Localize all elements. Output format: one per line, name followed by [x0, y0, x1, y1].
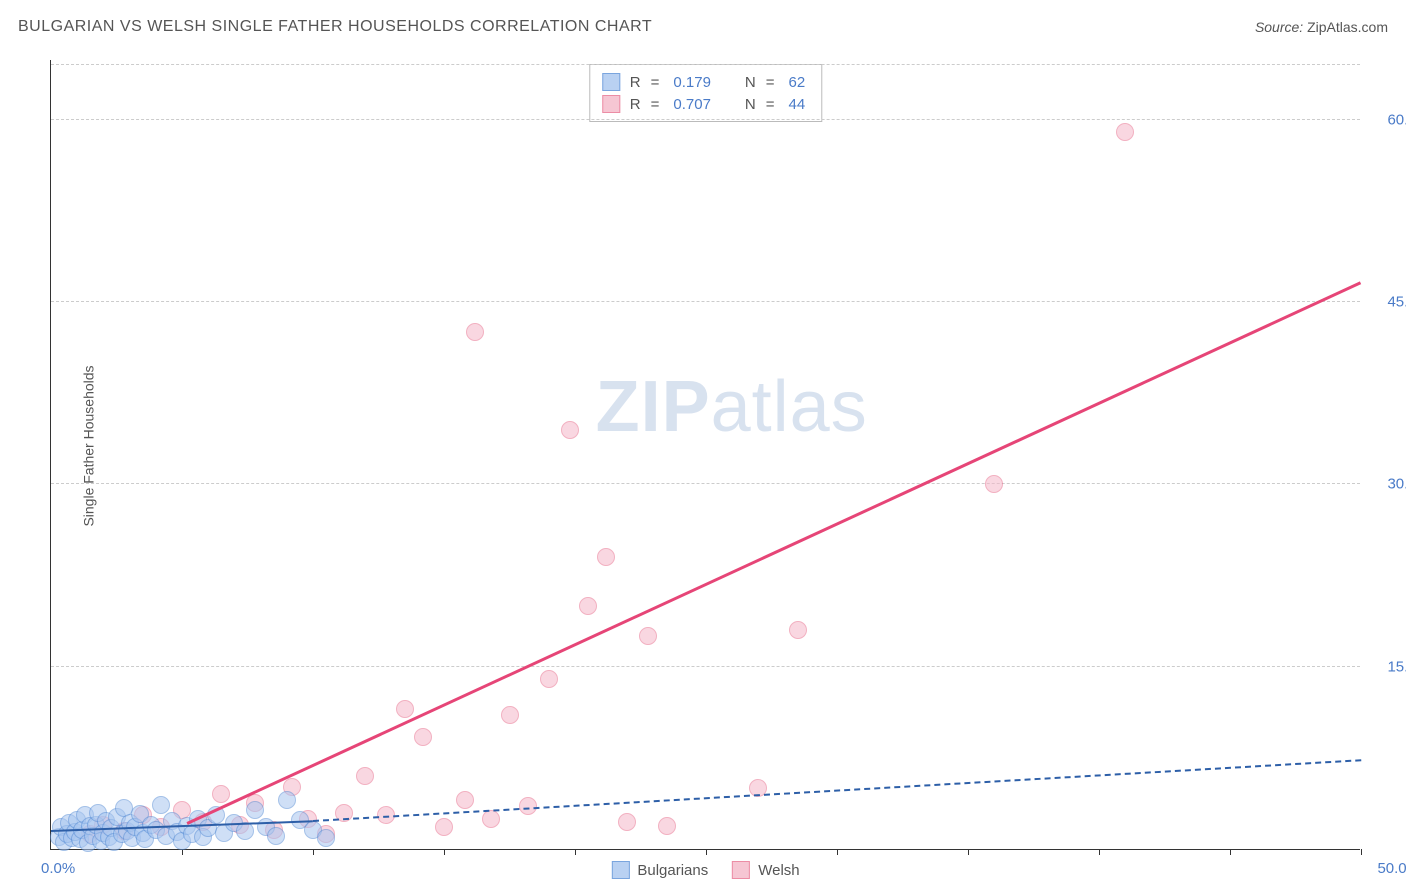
data-point-welsh [414, 728, 432, 746]
x-tick [1230, 849, 1231, 855]
stats-row-bulgarian: R = 0.179 N = 62 [602, 71, 809, 93]
data-point-bulgarian [152, 796, 170, 814]
data-point-welsh [435, 818, 453, 836]
gridline [51, 483, 1360, 484]
bottom-legend: Bulgarians Welsh [611, 861, 799, 879]
x-tick [1099, 849, 1100, 855]
legend-label-welsh: Welsh [758, 862, 799, 879]
x-tick [837, 849, 838, 855]
data-point-welsh [579, 597, 597, 615]
swatch-welsh [602, 95, 620, 113]
gridline [51, 301, 1360, 302]
watermark: ZIPatlas [596, 366, 868, 448]
x-tick [1361, 849, 1362, 855]
data-point-welsh [396, 700, 414, 718]
n-label: N [745, 96, 756, 113]
equals: = [651, 96, 660, 113]
source-label: Source: [1255, 19, 1303, 35]
legend-label-bulgarian: Bulgarians [637, 862, 708, 879]
data-point-welsh [985, 475, 1003, 493]
y-tick-label: 45.0% [1370, 294, 1406, 311]
trendline-dashed [313, 759, 1361, 822]
source-attribution: Source: ZipAtlas.com [1255, 19, 1388, 35]
x-max-label: 50.0% [1377, 860, 1406, 877]
x-tick [968, 849, 969, 855]
data-point-welsh [212, 785, 230, 803]
x-tick [313, 849, 314, 855]
swatch-bulgarian [611, 861, 629, 879]
x-tick [182, 849, 183, 855]
data-point-bulgarian [267, 827, 285, 845]
data-point-welsh [597, 548, 615, 566]
data-point-welsh [501, 706, 519, 724]
data-point-welsh [618, 813, 636, 831]
chart-header: BULGARIAN VS WELSH SINGLE FATHER HOUSEHO… [18, 18, 1388, 36]
x-origin-label: 0.0% [41, 860, 75, 877]
data-point-welsh [482, 810, 500, 828]
data-point-welsh [789, 621, 807, 639]
data-point-welsh [561, 421, 579, 439]
data-point-welsh [356, 767, 374, 785]
x-tick [575, 849, 576, 855]
legend-item-bulgarian: Bulgarians [611, 861, 708, 879]
data-point-welsh [658, 817, 676, 835]
stats-row-welsh: R = 0.707 N = 44 [602, 93, 809, 115]
data-point-welsh [540, 670, 558, 688]
n-value-bulgarian: 62 [785, 74, 810, 91]
equals: = [766, 74, 775, 91]
y-tick-label: 15.0% [1370, 658, 1406, 675]
data-point-welsh [456, 791, 474, 809]
r-value-welsh: 0.707 [669, 96, 715, 113]
data-point-welsh [466, 323, 484, 341]
gridline [51, 119, 1360, 120]
n-label: N [745, 74, 756, 91]
y-tick-label: 30.0% [1370, 476, 1406, 493]
stats-legend-box: R = 0.179 N = 62 R = 0.707 N = 44 [589, 64, 822, 122]
swatch-bulgarian [602, 73, 620, 91]
gridline [51, 666, 1360, 667]
r-label: R [630, 74, 641, 91]
data-point-welsh [639, 627, 657, 645]
watermark-zip: ZIP [596, 367, 711, 447]
r-value-bulgarian: 0.179 [669, 74, 715, 91]
x-tick [444, 849, 445, 855]
trendline [187, 281, 1362, 824]
swatch-welsh [732, 861, 750, 879]
gridline [51, 64, 1360, 65]
source-value: ZipAtlas.com [1307, 19, 1388, 35]
data-point-bulgarian [246, 801, 264, 819]
scatter-plot: ZIPatlas R = 0.179 N = 62 R = 0.707 N = [50, 60, 1360, 850]
data-point-bulgarian [278, 791, 296, 809]
n-value-welsh: 44 [785, 96, 810, 113]
equals: = [651, 74, 660, 91]
legend-item-welsh: Welsh [732, 861, 799, 879]
watermark-atlas: atlas [711, 367, 868, 447]
x-tick [706, 849, 707, 855]
chart-area: ZIPatlas R = 0.179 N = 62 R = 0.707 N = [50, 60, 1380, 850]
data-point-bulgarian [317, 829, 335, 847]
y-tick-label: 60.0% [1370, 111, 1406, 128]
r-label: R [630, 96, 641, 113]
equals: = [766, 96, 775, 113]
data-point-welsh [1116, 123, 1134, 141]
chart-title: BULGARIAN VS WELSH SINGLE FATHER HOUSEHO… [18, 18, 652, 36]
